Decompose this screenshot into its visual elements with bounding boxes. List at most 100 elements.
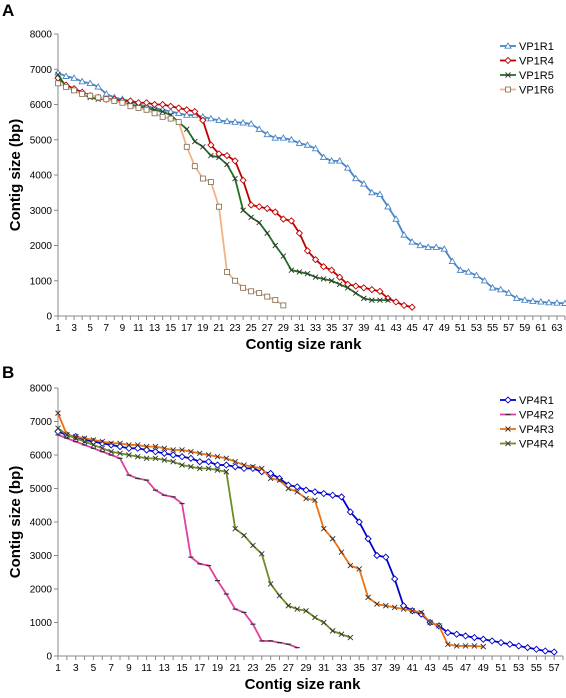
panel-b-x-tick-label: 53: [513, 663, 525, 674]
panel-a-data-point: [207, 141, 215, 149]
panel-a-legend-item: VP1R6: [500, 85, 554, 97]
panel-a-data-point: [319, 153, 328, 161]
panel-a-data-point: [119, 99, 126, 106]
panel-a-x-tick-label: 61: [535, 323, 547, 334]
panel-b-data-point: [302, 486, 310, 494]
panel-b-data-point: [276, 477, 283, 483]
panel-a-y-tick-label: 0: [46, 312, 52, 323]
panel-a-data-point: [142, 99, 151, 107]
panel-a-data-point: [87, 92, 94, 99]
panel-a-x-tick-label: 7: [104, 323, 110, 334]
panel-b-x-tick-label: 9: [126, 663, 132, 674]
panel-b-y-tick-label: 1000: [30, 618, 53, 629]
panel-b-x-tick-label: 7: [108, 663, 114, 674]
panel-b-series-line: [57, 434, 298, 649]
panel-b-x-tick-label: 37: [371, 663, 383, 674]
panel-a-data-point: [352, 282, 360, 290]
panel-b-data-point: [223, 468, 230, 475]
panel-a-data-point: [296, 269, 303, 275]
panel-a-letter: A: [2, 1, 14, 20]
panel-a-data-point: [488, 283, 497, 291]
panel-b-data-point: [347, 634, 354, 641]
panel-a-x-tick-label: 23: [229, 323, 241, 334]
panel-b-x-tick-label: 1: [55, 663, 61, 674]
panel-a-y-tick-label: 2000: [30, 241, 53, 252]
panel-a-data-point: [408, 238, 416, 245]
panel-b-data-point: [108, 440, 114, 447]
panel-b-data-point: [346, 508, 355, 516]
panel-b-data-point: [303, 495, 309, 502]
panel-b-data-point: [126, 452, 132, 458]
panel-a-legend-marker: [504, 56, 512, 65]
panel-b-x-tick-label: 21: [230, 663, 242, 674]
panel-b-data-point: [232, 458, 239, 465]
panel-a-data-point: [464, 268, 473, 275]
panel-b-data-point: [311, 488, 319, 496]
panel-a-data-point: [328, 277, 335, 284]
panel-a-data-point: [175, 119, 182, 126]
panel-a-data-point: [368, 188, 376, 196]
panel-b-data-point: [178, 453, 186, 461]
panel-b-data-point: [445, 641, 451, 648]
panel-a-data-point: [288, 267, 295, 273]
panel-a-data-point: [239, 176, 247, 184]
panel-b-data-point: [436, 623, 442, 629]
panel-a-data-point: [95, 94, 102, 101]
panel-a-data-point: [256, 219, 263, 226]
panel-a-data-point: [232, 175, 238, 182]
panel-a-data-point: [158, 100, 167, 109]
panel-a-data-point: [103, 96, 110, 103]
panel-b-data-point: [169, 451, 177, 459]
panel-a-data-point: [303, 247, 312, 255]
panel-b-x-tick-label: 51: [495, 663, 507, 674]
panel-a-data-point: [174, 109, 183, 116]
panel-a-legend-label: VP1R4: [519, 56, 554, 68]
panel-b-data-point: [373, 551, 381, 560]
panel-a-data-point: [376, 190, 384, 198]
panel-b-x-tick-label: 13: [159, 663, 171, 674]
panel-a-data-point: [279, 215, 287, 223]
panel-a-data-point: [271, 208, 279, 216]
panel-b-data-point: [365, 594, 371, 601]
panel-b-data-point: [64, 432, 70, 438]
panel-b-data-point: [293, 483, 301, 491]
panel-a-data-point: [311, 255, 320, 264]
panel-b-data-point: [347, 562, 354, 569]
panel-b-data-point: [241, 532, 247, 539]
panel-a-data-point: [183, 143, 190, 150]
panel-a-data-point: [191, 163, 198, 170]
panel-a-x-tick-label: 43: [390, 323, 402, 334]
panel-a-x-tick-label: 57: [503, 323, 515, 334]
panel-b-series-vp4r1: [54, 427, 558, 656]
panel-b-data-point: [160, 449, 168, 457]
panel-b-data-point: [117, 450, 123, 457]
panel-b-data-point: [409, 607, 416, 614]
panel-a-x-tick-label: 59: [519, 323, 531, 334]
panel-a-data-point: [504, 289, 513, 296]
panel-a-data-point: [167, 115, 174, 122]
panel-a-data-point: [360, 295, 367, 302]
panel-a-data-point: [376, 287, 384, 295]
panel-a-x-tick-label: 19: [197, 323, 209, 334]
panel-a-x-tick-label: 15: [165, 323, 177, 334]
panel-a-x-tick-label: 11: [133, 323, 144, 334]
panel-a-data-point: [264, 293, 271, 300]
panel-a-series-vp1r4: [54, 74, 416, 311]
panel-b-data-point: [134, 442, 141, 448]
panel-a-data-point: [216, 154, 222, 161]
panel-a-data-point: [279, 134, 288, 141]
panel-a-data-point: [336, 273, 344, 281]
panel-b-data-point: [258, 551, 265, 557]
panel-a-x-tick-label: 33: [310, 323, 322, 334]
panel-a-series-vp1r1: [54, 68, 566, 306]
panel-a-data-point: [352, 290, 359, 296]
panel-a-data-point: [240, 284, 246, 291]
panel-b-data-point: [205, 465, 212, 472]
panel-a-x-tick-label: 41: [374, 323, 386, 334]
panel-b-data-point: [196, 450, 203, 457]
panel-b-data-point: [285, 485, 292, 492]
panel-b-x-tick-label: 23: [247, 663, 259, 674]
panel-a-data-point: [271, 134, 280, 141]
panel-a-data-point: [151, 110, 158, 117]
panel-a-data-point: [248, 288, 255, 295]
